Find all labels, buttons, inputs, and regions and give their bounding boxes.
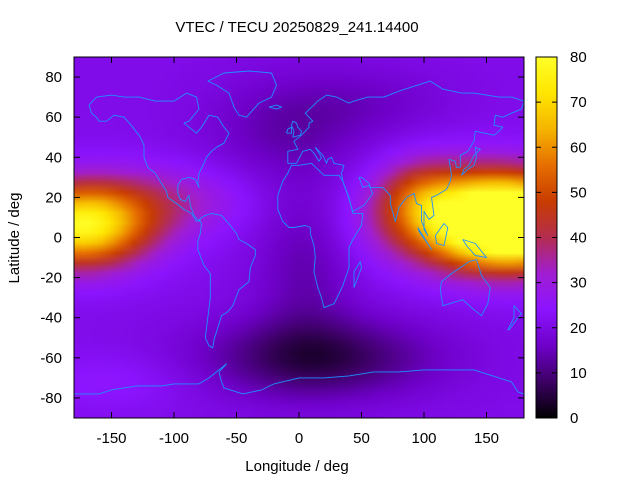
colorbar-tick-label: 60 [570, 139, 587, 156]
x-axis-ticks: -150 -100 -50 0 50 100 150 [96, 57, 499, 447]
chart-title: VTEC / TECU 20250829_241.14400 [175, 19, 418, 36]
x-axis-label: Longitude / deg [245, 458, 348, 475]
x-tick-label: -150 [96, 430, 126, 447]
vtec-heatmap [74, 57, 524, 418]
y-tick-label: -80 [40, 390, 62, 407]
y-tick-label: -60 [40, 350, 62, 367]
coastline-africa [277, 162, 364, 309]
colorbar-ticks: 0 10 20 30 40 50 60 70 80 [536, 49, 587, 427]
coastline-north-america [88, 92, 230, 222]
coastline-iceland [268, 104, 282, 110]
coastline-greenland [207, 70, 277, 118]
colorbar-tick-label: 0 [570, 410, 578, 427]
coastline-south-america [197, 212, 256, 349]
y-tick-label: 60 [45, 109, 62, 126]
coastline-japan [461, 146, 481, 176]
y-axis-ticks: -80 -60 -40 -20 0 20 40 60 80 [40, 69, 524, 407]
x-tick-label: -50 [226, 430, 248, 447]
colorbar-tick-label: 70 [570, 94, 587, 111]
coastline-new-zealand [507, 305, 522, 331]
colorbar-tick-label: 50 [570, 184, 587, 201]
coastline-britain [291, 120, 302, 138]
colorbar-tick-label: 40 [570, 230, 587, 247]
coastline-ireland [286, 126, 292, 134]
coastline-sumatra [417, 227, 432, 250]
coastline-new-guinea [462, 239, 487, 259]
coastlines [74, 70, 524, 395]
x-tick-label: -100 [159, 430, 189, 447]
coastline-australia [439, 259, 491, 317]
y-tick-label: 80 [45, 69, 62, 86]
coastline-antarctica [74, 363, 524, 395]
colorbar-tick-label: 30 [570, 275, 587, 292]
y-tick-label: 40 [45, 149, 62, 166]
y-tick-label: 0 [54, 230, 62, 247]
y-tick-label: 20 [45, 189, 62, 206]
x-tick-label: 0 [295, 430, 303, 447]
coastline-borneo [434, 223, 449, 246]
x-tick-label: 100 [411, 430, 436, 447]
y-axis-label: Latitude / deg [6, 193, 23, 284]
y-tick-label: -40 [40, 310, 62, 327]
colorbar-tick-label: 20 [570, 320, 587, 337]
y-tick-label: -20 [40, 270, 62, 287]
colorbar-tick-label: 80 [570, 49, 587, 66]
colorbar-tick-label: 10 [570, 365, 587, 382]
x-tick-label: 50 [353, 430, 370, 447]
x-tick-label: 150 [474, 430, 499, 447]
coastline-eurasia [287, 80, 524, 236]
coastline-madagascar [353, 261, 362, 288]
